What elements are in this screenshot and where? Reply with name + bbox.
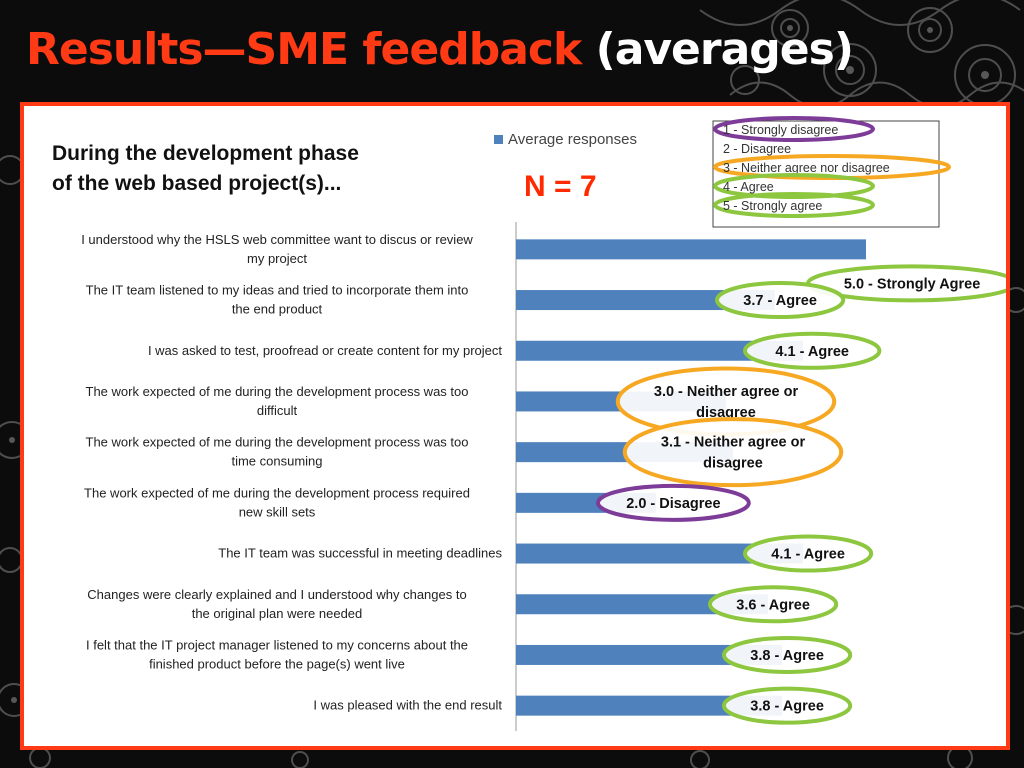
category-label: The work expected of me during the devel… <box>86 435 469 450</box>
annotation-ring <box>722 686 853 725</box>
annotation-label: 3.6 - Agree <box>736 597 810 613</box>
category-label: Changes were clearly explained and I und… <box>87 587 466 602</box>
slide-title-paren: (averages) <box>595 24 854 75</box>
legend-swatch <box>494 135 503 144</box>
category-label: time consuming <box>231 454 322 469</box>
bar <box>516 543 803 564</box>
bar <box>516 695 782 716</box>
bar <box>516 594 768 615</box>
category-label: The work expected of me during the devel… <box>84 485 470 500</box>
scale-legend-item: 3 - Neither agree nor disagree <box>723 161 890 175</box>
category-label: I understood why the HSLS web committee … <box>81 232 473 247</box>
legend-label: Average responses <box>508 131 637 148</box>
category-label: the original plan were needed <box>192 606 363 621</box>
annotation-label: 3.8 - Agree <box>750 699 824 715</box>
scale-legend-ring <box>713 173 875 199</box>
category-label: my project <box>247 251 307 266</box>
annotation-label: 3.7 - Agree <box>743 293 817 309</box>
category-label: the end product <box>232 302 323 317</box>
annotation-ring <box>596 483 751 522</box>
annotation-ring <box>743 331 882 370</box>
category-labels: I understood why the HSLS web committee … <box>81 232 502 713</box>
category-label: I was pleased with the end result <box>313 698 502 713</box>
annotation-label: 3.8 - Agree <box>750 648 824 664</box>
scale-legend-ring <box>713 192 875 218</box>
annotation-label: 2.0 - Disagree <box>626 496 720 512</box>
scale-legend: 1 - Strongly disagree 2 - Disagree 3 - Nei… <box>713 116 951 218</box>
annotation-label: disagree <box>696 405 756 421</box>
scale-legend-box <box>712 120 940 228</box>
bar <box>516 644 782 665</box>
category-label: I was asked to test, proofread or create… <box>148 343 502 358</box>
annotation-ring <box>622 417 844 488</box>
scale-legend-item: 2 - Disagree <box>723 142 791 156</box>
slide-title: Results—SME feedback (averages) <box>26 24 854 75</box>
category-label: I felt that the IT project manager liste… <box>86 637 468 652</box>
chart-frame: During the development phase of the web … <box>20 102 1010 750</box>
scale-legend-ring <box>713 116 875 142</box>
annotation-label: 5.0 - Strongly Agree <box>844 276 980 292</box>
category-label: The work expected of me during the devel… <box>86 384 469 399</box>
category-label: new skill sets <box>239 504 316 519</box>
annotation-label: disagree <box>703 456 763 472</box>
scale-legend-item: 4 - Agree <box>723 180 774 194</box>
bar-chart: During the development phase of the web … <box>52 116 1006 731</box>
bar <box>516 290 775 311</box>
value-annotations: 5.0 - Strongly Agree 3.7 - Agree 4.1 - Agr… <box>596 264 1006 725</box>
annotation-ring <box>715 281 846 320</box>
category-label: The IT team was successful in meeting de… <box>218 546 502 561</box>
annotation-label: 4.1 - Agree <box>771 547 845 563</box>
chart-title-line-2: of the web based project(s)... <box>52 172 341 195</box>
category-label: The IT team listened to my ideas and tri… <box>86 283 469 298</box>
annotation-label: 3.0 - Neither agree or <box>654 384 799 400</box>
annotation-ring <box>743 534 874 573</box>
annotation-ring <box>708 585 839 624</box>
annotation-label: 4.1 - Agree <box>775 344 849 360</box>
bar <box>516 239 866 260</box>
scale-legend-item: 5 - Strongly agree <box>723 199 822 213</box>
scale-legend-item: 1 - Strongly disagree <box>723 123 838 137</box>
category-label: difficult <box>257 403 298 418</box>
annotation-label: 3.1 - Neither agree or <box>661 435 806 451</box>
chart-title-line-1: During the development phase <box>52 142 359 165</box>
category-label: finished product before the page(s) went… <box>149 656 405 671</box>
slide-title-main: Results—SME feedback <box>26 24 582 75</box>
sample-size-label: N = 7 <box>524 170 597 203</box>
annotation-ring <box>722 635 853 674</box>
bar <box>516 340 803 361</box>
